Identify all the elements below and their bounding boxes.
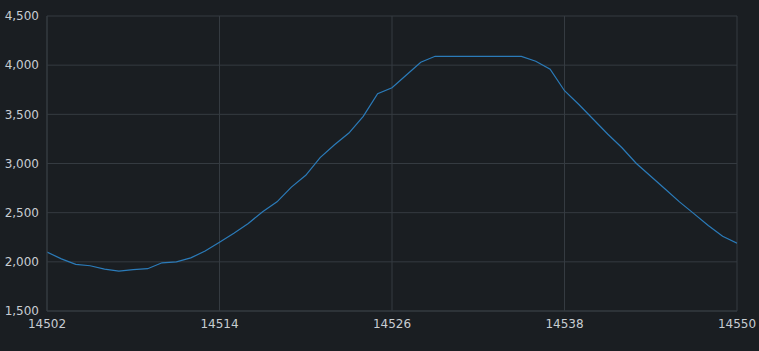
svg-text:1,500: 1,500 (8, 304, 39, 318)
svg-text:3,500: 3,500 (8, 108, 39, 122)
svg-text:14514: 14514 (200, 317, 238, 331)
svg-text:2,500: 2,500 (8, 206, 39, 220)
svg-text:3,000: 3,000 (8, 157, 39, 171)
svg-text:4,500: 4,500 (8, 9, 39, 23)
svg-text:14538: 14538 (545, 317, 583, 331)
svg-text:14526: 14526 (373, 317, 411, 331)
svg-text:4,000: 4,000 (8, 58, 39, 72)
svg-text:14550: 14550 (718, 317, 751, 331)
svg-text:2,000: 2,000 (8, 255, 39, 269)
svg-text:14502: 14502 (28, 317, 66, 331)
